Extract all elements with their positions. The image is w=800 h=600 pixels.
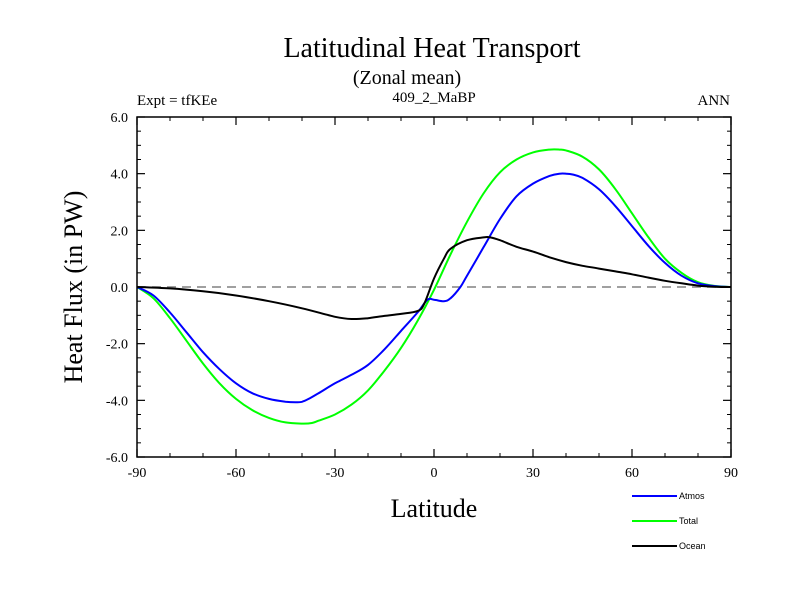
x-tick-label: 30 bbox=[526, 466, 540, 481]
y-tick-label: 4.0 bbox=[111, 168, 129, 183]
y-tick-label: 0.0 bbox=[111, 281, 129, 296]
y-tick-label: -2.0 bbox=[106, 338, 128, 353]
y-tick-label: 6.0 bbox=[111, 111, 129, 126]
case-label: 409_2_MaBP bbox=[392, 90, 475, 106]
chart-title: Latitudinal Heat Transport bbox=[283, 33, 580, 64]
ticks-layer: -90 -60 -30 0 30 60 90 -6.0 -4.0 -2.0 0.0 2.0 4.0 6.0 bbox=[106, 111, 738, 481]
x-tick-label: -30 bbox=[326, 466, 345, 481]
plot-area: -90 -60 -30 0 30 60 90 -6.0 -4.0 -2.0 0.0 2.0 4.0 6.0 bbox=[106, 111, 738, 481]
y-axis-label: Heat Flux (in PW) bbox=[59, 191, 88, 384]
x-tick-label: 60 bbox=[625, 466, 639, 481]
series-line-total bbox=[136, 148, 732, 425]
series-line-atmos bbox=[136, 172, 732, 404]
series-layer bbox=[136, 148, 732, 425]
expt-label: Expt = tfKEe bbox=[137, 93, 217, 109]
y-tick-label: 2.0 bbox=[111, 224, 129, 239]
x-axis-label: Latitude bbox=[391, 494, 478, 523]
x-tick-label: 0 bbox=[431, 466, 438, 481]
series-line-ocean bbox=[136, 236, 732, 321]
legend-label-atmos: Atmos bbox=[679, 491, 705, 501]
season-label: ANN bbox=[698, 93, 731, 109]
legend-label-ocean: Ocean bbox=[679, 541, 706, 551]
chart-subtitle: (Zonal mean) bbox=[353, 67, 461, 89]
legend-label-total: Total bbox=[679, 516, 698, 526]
x-tick-label: -60 bbox=[227, 466, 246, 481]
x-tick-label: -90 bbox=[128, 466, 147, 481]
x-tick-label: 90 bbox=[724, 466, 738, 481]
y-tick-label: -6.0 bbox=[106, 451, 128, 466]
y-tick-label: -4.0 bbox=[106, 394, 128, 409]
legend: Atmos Total Ocean bbox=[632, 491, 706, 551]
plot-frame bbox=[136, 116, 732, 458]
